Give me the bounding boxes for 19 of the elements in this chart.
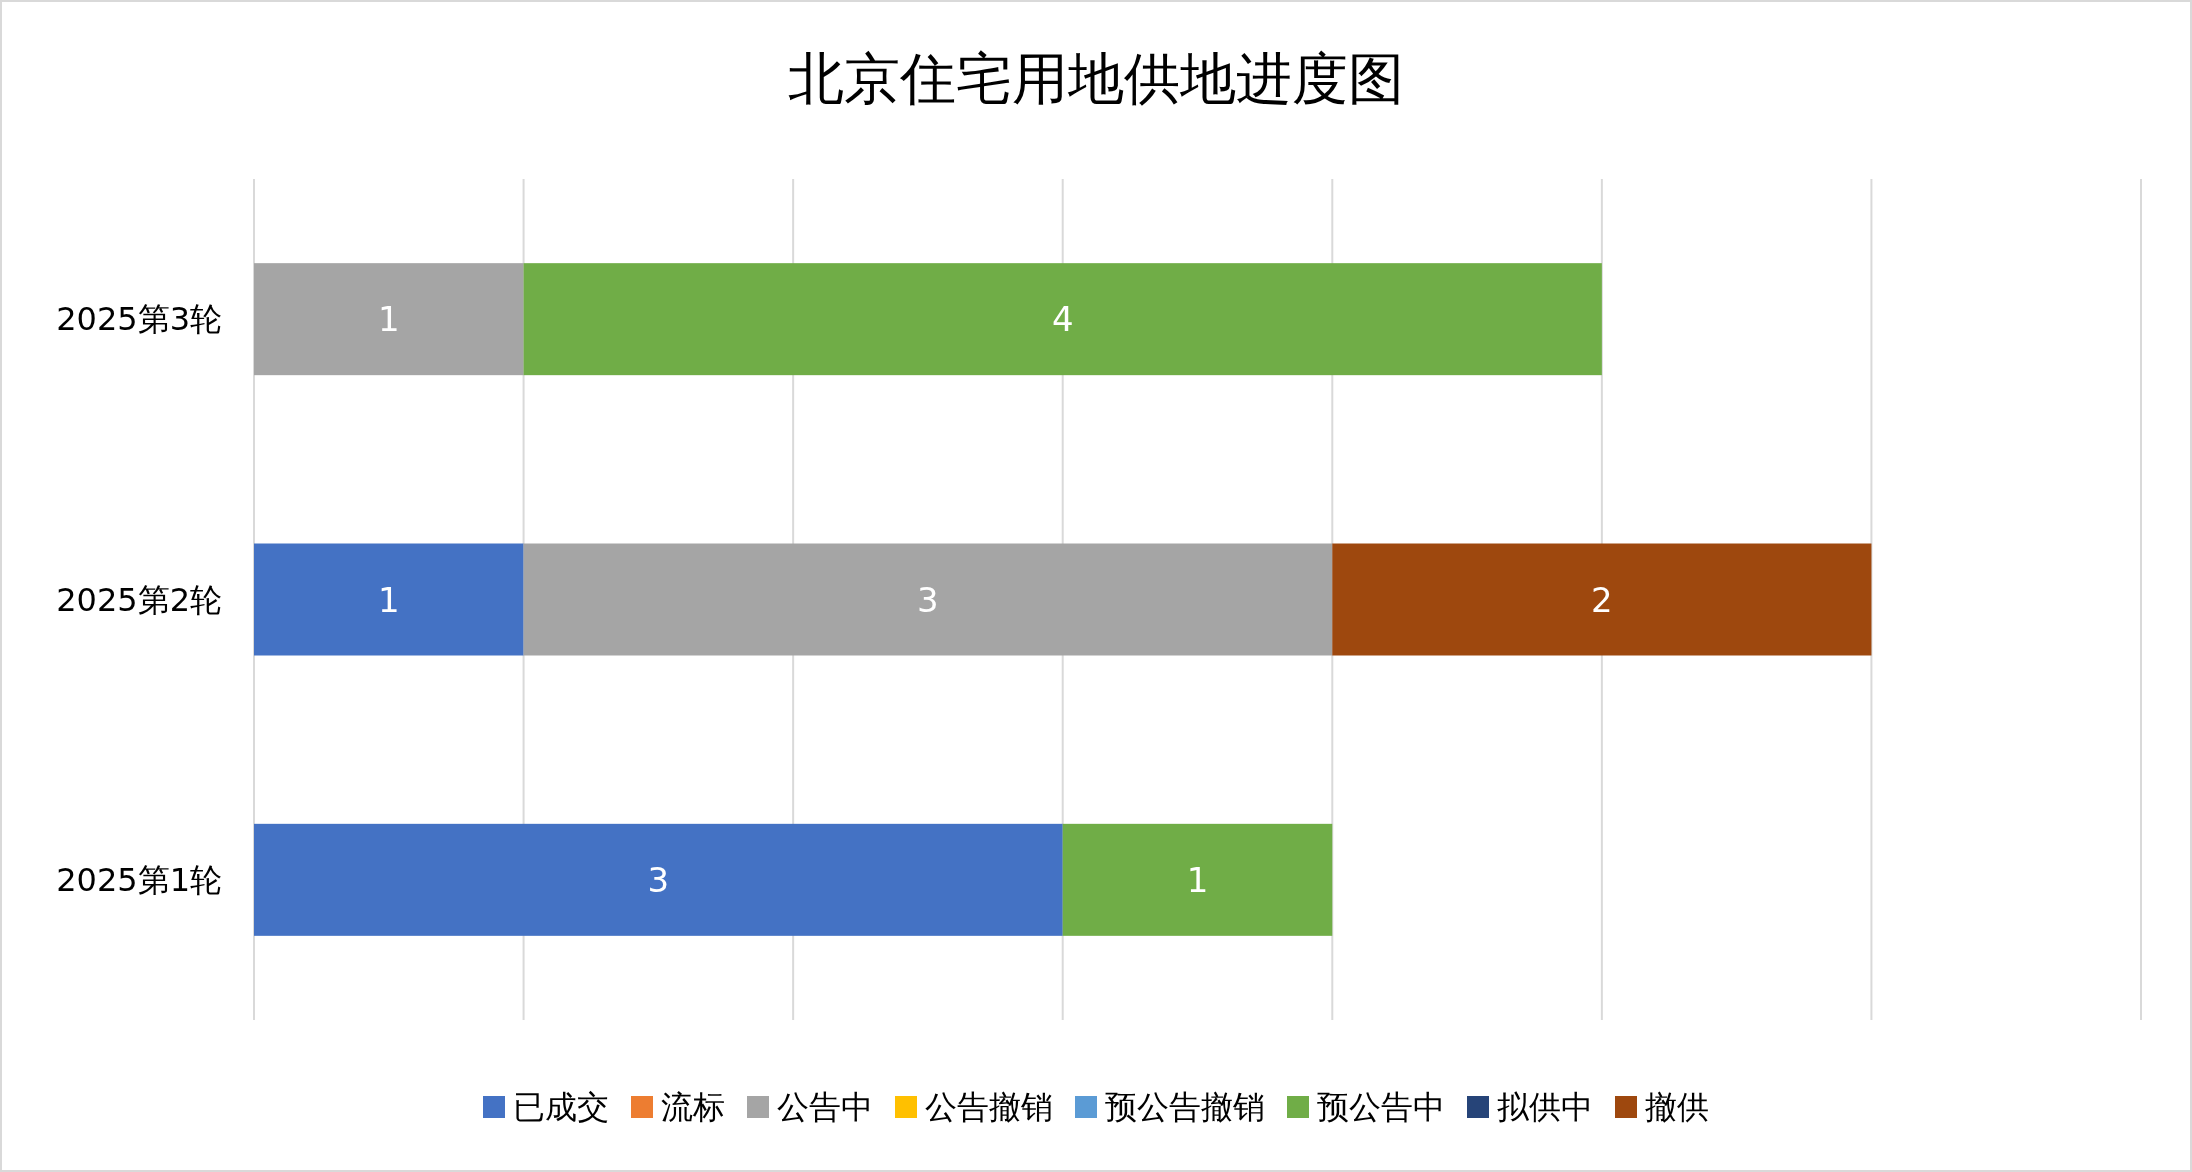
data-label: 2: [1591, 579, 1613, 620]
title: 北京住宅用地供地进度图: [788, 46, 1404, 111]
legend-label: 撤供: [1645, 1088, 1709, 1126]
legend-label: 公告中: [777, 1088, 873, 1126]
data-label: 4: [1051, 299, 1074, 340]
legend-label: 预公告撤销: [1105, 1088, 1265, 1126]
legend-label: 流标: [661, 1088, 725, 1126]
data-label: 1: [377, 299, 400, 340]
legend-label: 拟供中: [1497, 1088, 1593, 1126]
data-label: 3: [647, 859, 670, 900]
y-tick-label: 2025第2轮: [56, 580, 222, 619]
legend-label: 已成交: [513, 1088, 609, 1126]
y-tick-label: 2025第3轮: [56, 300, 222, 339]
data-label: 3: [917, 579, 939, 620]
data-label: 1: [1186, 859, 1209, 900]
legend-label: 预公告中: [1317, 1088, 1445, 1126]
data-label: 1: [377, 579, 400, 620]
legend-label: 公告撤销: [925, 1088, 1053, 1126]
y-tick-label: 2025第1轮: [56, 860, 222, 899]
